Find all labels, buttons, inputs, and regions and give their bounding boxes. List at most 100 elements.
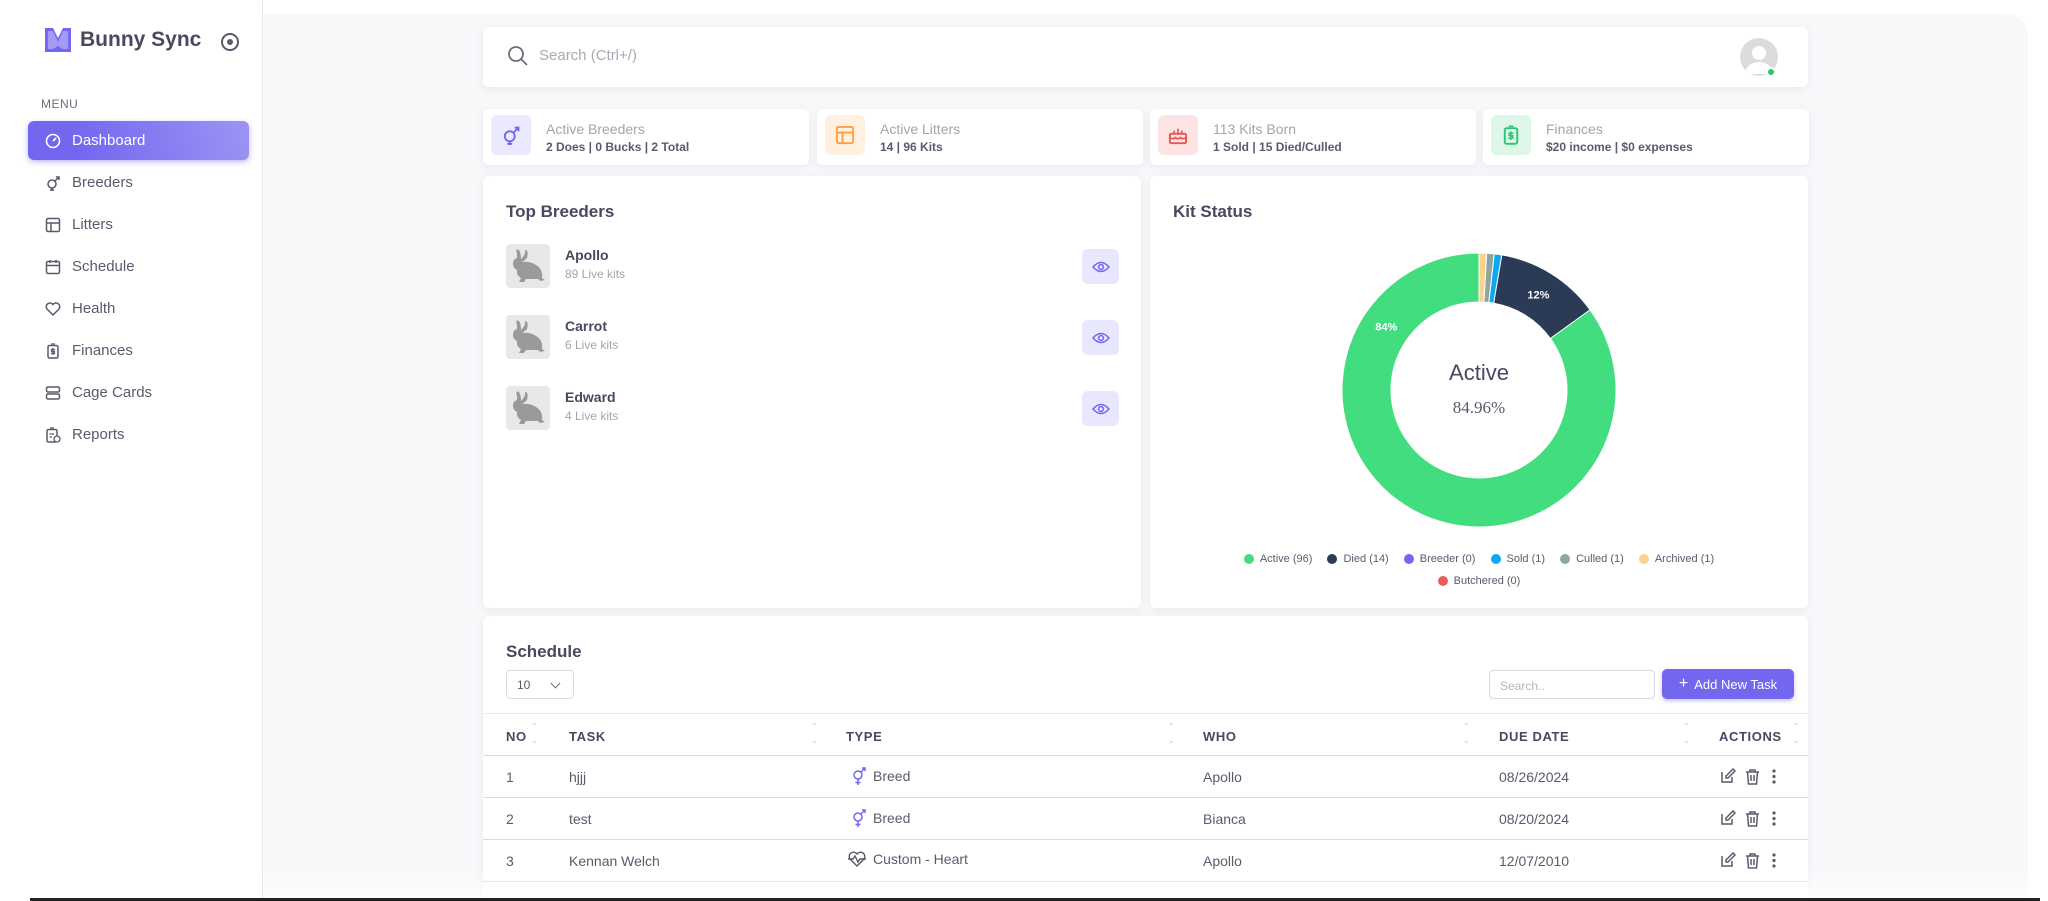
slice-label: 12%	[1527, 289, 1549, 301]
row-actions	[1719, 852, 1779, 869]
stat-subtitle: 2 Does | 0 Bucks | 2 Total	[546, 140, 690, 154]
add-new-task-button[interactable]: + Add New Task	[1662, 669, 1794, 699]
trash-icon[interactable]	[1744, 768, 1761, 785]
heart-icon	[44, 300, 62, 318]
cell-type: Custom - Heart	[847, 850, 968, 868]
stat-kits-born[interactable]: 113 Kits Born 1 Sold | 15 Died/Culled	[1150, 109, 1476, 165]
brand[interactable]: Bunny Sync	[45, 28, 201, 52]
sidebar-item-finances[interactable]: Finances	[28, 331, 249, 370]
sidebar-item-reports[interactable]: Reports	[28, 415, 249, 454]
type-label: Custom - Heart	[873, 851, 968, 867]
heart-pulse-icon	[848, 851, 866, 867]
stat-title: Finances	[1546, 121, 1603, 137]
cell-who: Bianca	[1203, 811, 1246, 827]
more-vertical-icon[interactable]	[1769, 810, 1779, 827]
column-header-due-date[interactable]: DUE DATE	[1499, 729, 1570, 744]
entries-select[interactable]: 10	[506, 670, 574, 699]
legend-item[interactable]: Breeder (0)	[1403, 549, 1475, 569]
trash-icon[interactable]	[1744, 852, 1761, 869]
rabbit-icon	[506, 244, 550, 288]
legend-item[interactable]: Sold (1)	[1490, 549, 1546, 569]
column-header-task[interactable]: TASK	[569, 729, 606, 744]
row-actions	[1719, 810, 1779, 827]
slice-label: 84%	[1375, 321, 1397, 333]
edit-icon[interactable]	[1719, 768, 1736, 785]
edit-icon[interactable]	[1719, 810, 1736, 827]
brand-name: Bunny Sync	[80, 28, 202, 51]
legend-label: Culled (1)	[1576, 553, 1624, 565]
sort-icon[interactable]: ⌃ ⌄	[811, 722, 818, 745]
sidebar-item-schedule[interactable]: Schedule	[28, 247, 249, 286]
sidebar-item-label: Litters	[72, 216, 113, 233]
card-title: Kit Status	[1173, 202, 1253, 221]
stat-title: Active Litters	[880, 121, 961, 137]
donut-slice-archived[interactable]	[1478, 252, 1488, 303]
legend-label: Archived (1)	[1654, 553, 1715, 565]
eye-icon	[1091, 332, 1110, 343]
legend-item[interactable]: Died (14)	[1327, 549, 1389, 569]
sort-icon[interactable]: ⌃ ⌄	[531, 722, 538, 745]
column-header-type[interactable]: TYPE	[846, 729, 883, 744]
column-header-who[interactable]: WHO	[1203, 729, 1237, 744]
sort-icon[interactable]: ⌃ ⌄	[1463, 722, 1470, 745]
table-row[interactable]: 2 test Breed Bianca 08/20/2024	[483, 798, 1808, 840]
donut-center-label: Active	[1449, 360, 1509, 385]
table-search-input[interactable]: Search..	[1489, 670, 1655, 699]
gender-icon	[44, 174, 62, 192]
cell-due-date: 12/07/2010	[1499, 853, 1570, 869]
view-button[interactable]	[1082, 320, 1119, 355]
money-icon	[1491, 115, 1531, 155]
sidebar-item-breeders[interactable]: Breeders	[28, 163, 249, 202]
stat-subtitle: 1 Sold | 15 Died/Culled	[1213, 140, 1342, 154]
legend-item[interactable]: Butchered (0)	[1437, 571, 1520, 591]
sidebar-item-label: Health	[72, 300, 116, 317]
view-button[interactable]	[1082, 249, 1119, 284]
rabbit-icon	[506, 386, 550, 430]
legend-item[interactable]: Culled (1)	[1560, 549, 1624, 569]
donut-slice-active[interactable]	[1341, 252, 1617, 528]
cell-no: 3	[506, 853, 514, 869]
cell-type: Breed	[851, 766, 910, 786]
sort-icon[interactable]: ⌃ ⌄	[1168, 722, 1175, 745]
cell-no: 1	[506, 769, 514, 785]
stat-subtitle: 14 | 96 Kits	[880, 140, 943, 154]
sidebar-item-health[interactable]: Health	[28, 289, 249, 328]
stat-title: Active Breeders	[546, 121, 645, 137]
window-bottom-edge	[30, 898, 2040, 901]
legend-item[interactable]: Active (96)	[1243, 549, 1312, 569]
legend-label: Died (14)	[1343, 553, 1389, 565]
breeder-live-kits: 89 Live kits	[565, 267, 626, 281]
grid-icon	[44, 216, 62, 234]
sidebar-item-litters[interactable]: Litters	[28, 205, 249, 244]
more-vertical-icon[interactable]	[1769, 768, 1779, 785]
trash-icon[interactable]	[1744, 810, 1761, 827]
bunny-logo-icon	[45, 28, 71, 52]
table-row[interactable]: 1 hjjj Breed Apollo 08/26/2024	[483, 756, 1808, 798]
more-vertical-icon[interactable]	[1769, 852, 1779, 869]
sidebar-toggle-icon[interactable]	[221, 33, 239, 51]
grid-icon	[825, 115, 865, 155]
calendar-icon	[44, 258, 62, 276]
view-button[interactable]	[1082, 391, 1119, 426]
topbar: Search (Ctrl+/)	[483, 27, 1808, 87]
legend-label: Sold (1)	[1506, 553, 1546, 565]
sort-icon[interactable]: ⌃ ⌄	[1683, 722, 1690, 745]
dashboard-icon	[44, 132, 62, 150]
type-label: Breed	[873, 768, 911, 784]
stat-active-breeders[interactable]: Active Breeders 2 Does | 0 Bucks | 2 Tot…	[483, 109, 809, 165]
stat-finances[interactable]: Finances $20 income | $0 expenses	[1483, 109, 1809, 165]
legend-item[interactable]: Archived (1)	[1638, 549, 1715, 569]
edit-icon[interactable]	[1719, 852, 1736, 869]
table-row[interactable]: 3 Kennan Welch Custom - Heart Apollo 12/…	[483, 840, 1808, 882]
cell-type: Breed	[851, 808, 910, 828]
sidebar-item-cage-cards[interactable]: Cage Cards	[28, 373, 249, 412]
stat-active-litters[interactable]: Active Litters 14 | 96 Kits	[817, 109, 1143, 165]
type-label: Breed	[873, 810, 911, 826]
sort-icon[interactable]: ⌃ ⌄	[1793, 722, 1800, 745]
search-icon[interactable]	[507, 45, 529, 67]
sidebar-item-label: Reports	[72, 426, 125, 443]
eye-icon	[1091, 403, 1110, 414]
sidebar-item-dashboard[interactable]: Dashboard	[28, 121, 249, 160]
column-header-no[interactable]: NO	[506, 729, 527, 744]
search-input[interactable]: Search (Ctrl+/)	[539, 47, 637, 64]
